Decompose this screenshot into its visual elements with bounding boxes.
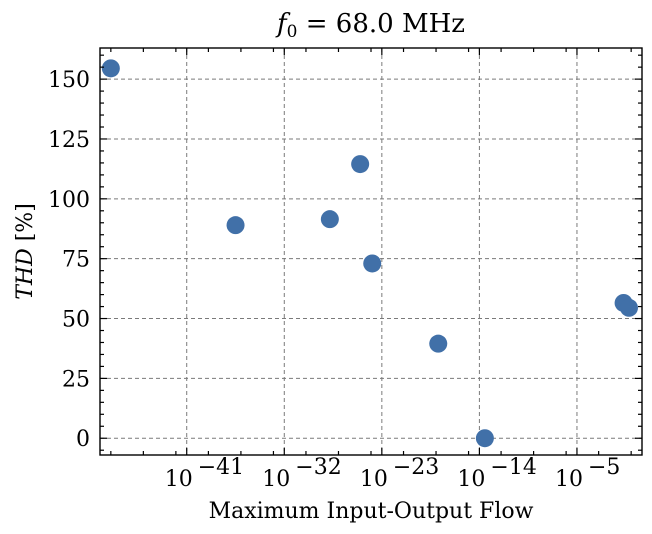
y-tick-label: 100 xyxy=(48,188,90,213)
chart-title: f0 = 68.0 MHz xyxy=(275,9,465,42)
x-tick-label: 10 xyxy=(457,467,485,492)
data-point xyxy=(320,210,339,229)
x-axis-label: Maximum Input-Output Flow xyxy=(209,499,534,524)
y-tick-label: 75 xyxy=(62,248,90,273)
data-point xyxy=(351,155,370,174)
x-tick-label: 10 xyxy=(360,467,388,492)
x-tick-exponent: −32 xyxy=(295,455,341,480)
y-tick-label: 125 xyxy=(48,128,90,153)
y-tick-label: 25 xyxy=(62,367,90,392)
y-tick-label: 0 xyxy=(76,427,90,452)
x-tick-exponent: −41 xyxy=(198,455,244,480)
data-point xyxy=(619,298,638,317)
data-point xyxy=(429,334,448,353)
data-point xyxy=(101,59,120,78)
grid-lines xyxy=(100,48,642,455)
x-tick-label: 10 xyxy=(262,467,290,492)
x-tick-label: 10 xyxy=(165,467,193,492)
y-tick-label: 50 xyxy=(62,308,90,333)
x-tick-label: 10 xyxy=(555,467,583,492)
plot-frame xyxy=(99,47,643,456)
axis-ticks xyxy=(100,48,642,455)
data-point xyxy=(475,429,494,448)
data-points xyxy=(101,59,638,448)
x-tick-exponent: −23 xyxy=(393,455,439,480)
data-point xyxy=(226,216,245,235)
y-tick-label: 150 xyxy=(48,68,90,93)
data-point xyxy=(363,254,382,273)
y-axis-label: THD [%] xyxy=(13,203,38,300)
x-tick-exponent: −14 xyxy=(490,455,536,480)
x-tick-exponent: −5 xyxy=(588,455,620,480)
